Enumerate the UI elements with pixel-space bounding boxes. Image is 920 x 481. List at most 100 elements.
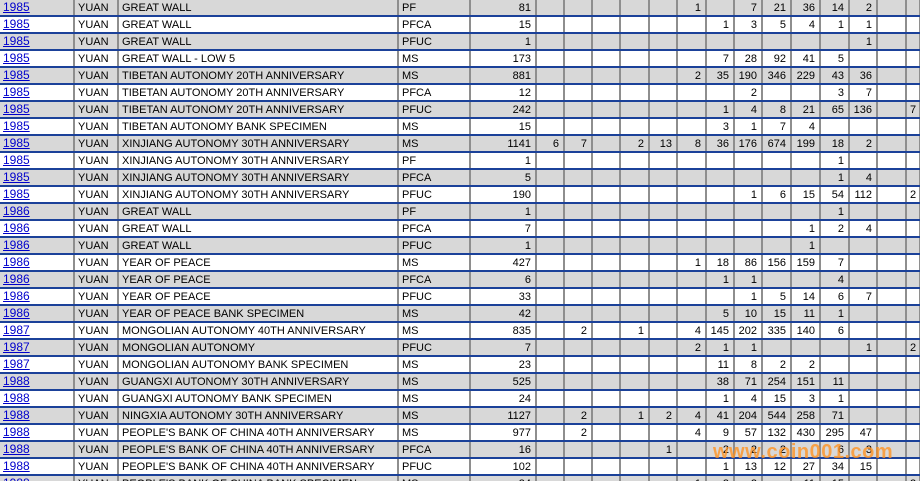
- grade-count-cell: [677, 458, 707, 476]
- grade-count-cell: [849, 203, 878, 221]
- table-row: 1985 YUAN TIBETAN AUTONOMY 20TH ANNIVERSAR…: [0, 67, 920, 85]
- grade-count-cell: [649, 220, 678, 238]
- grade-count-cell: [762, 169, 792, 187]
- grade-count-cell: [536, 288, 565, 306]
- grade-count-cell: [677, 16, 707, 34]
- grade-count-cell: [649, 254, 678, 272]
- year-link[interactable]: 1988: [3, 408, 30, 422]
- grade-count-cell: [906, 50, 920, 68]
- grade-count-cell: [592, 33, 621, 51]
- grade-count-cell: [649, 203, 678, 221]
- grade-count-cell: [620, 101, 650, 119]
- year-link[interactable]: 1985: [3, 85, 30, 99]
- year-link[interactable]: 1988: [3, 476, 30, 481]
- year-link[interactable]: 1986: [3, 306, 30, 320]
- year-link[interactable]: 1986: [3, 255, 30, 269]
- year-link[interactable]: 1985: [3, 102, 30, 116]
- year-link[interactable]: 1985: [3, 51, 30, 65]
- grade-count-cell: 2: [677, 339, 707, 357]
- grade-count-cell: [734, 33, 763, 51]
- grade-count-cell: 1: [849, 16, 878, 34]
- grade-count-cell: [564, 271, 593, 289]
- total-cell: 7: [470, 220, 537, 238]
- year-link[interactable]: 1985: [3, 34, 30, 48]
- year-link[interactable]: 1988: [3, 425, 30, 439]
- grade-count-cell: [536, 220, 565, 238]
- year-link[interactable]: 1985: [3, 0, 30, 14]
- grade-count-cell: 204: [734, 407, 763, 425]
- year-link[interactable]: 1987: [3, 323, 30, 337]
- total-cell: 427: [470, 254, 537, 272]
- grade-count-cell: [592, 373, 621, 391]
- year-link[interactable]: 1985: [3, 68, 30, 82]
- grade-count-cell: [649, 305, 678, 323]
- grade-count-cell: [906, 441, 920, 459]
- grade-count-cell: [877, 16, 907, 34]
- description-cell: GREAT WALL - LOW 5: [118, 50, 399, 68]
- grade-count-cell: [592, 288, 621, 306]
- year-link[interactable]: 1985: [3, 17, 30, 31]
- year-link[interactable]: 1986: [3, 289, 30, 303]
- grade-count-cell: 1: [706, 101, 735, 119]
- grade-count-cell: 28: [734, 50, 763, 68]
- year-link[interactable]: 1988: [3, 374, 30, 388]
- total-cell: 977: [470, 424, 537, 442]
- table-row: 1986 YUAN GREAT WALL PFCA 7 1 2 4: [0, 220, 920, 238]
- year-link[interactable]: 1985: [3, 153, 30, 167]
- year-link[interactable]: 1985: [3, 187, 30, 201]
- grade-count-cell: [620, 169, 650, 187]
- grade-type-cell: MS: [398, 254, 471, 272]
- grade-count-cell: [820, 33, 850, 51]
- grade-count-cell: [877, 33, 907, 51]
- total-cell: 81: [470, 0, 537, 17]
- grade-count-cell: [620, 186, 650, 204]
- year-link[interactable]: 1986: [3, 272, 30, 286]
- grade-count-cell: [762, 203, 792, 221]
- year-link[interactable]: 1988: [3, 442, 30, 456]
- grade-count-cell: 1: [734, 288, 763, 306]
- grade-count-cell: 71: [820, 407, 850, 425]
- grade-count-cell: 36: [791, 0, 821, 17]
- year-link[interactable]: 1986: [3, 238, 30, 252]
- grade-count-cell: [877, 407, 907, 425]
- year-link[interactable]: 1987: [3, 340, 30, 354]
- year-cell: 1986: [0, 220, 75, 238]
- grade-type-cell: MS: [398, 50, 471, 68]
- grade-count-cell: 6: [820, 441, 850, 459]
- year-link[interactable]: 1985: [3, 136, 30, 150]
- grade-type-cell: MS: [398, 67, 471, 85]
- grade-count-cell: [536, 373, 565, 391]
- total-cell: 24: [470, 390, 537, 408]
- description-cell: TIBETAN AUTONOMY BANK SPECIMEN: [118, 118, 399, 136]
- grade-type-cell: PF: [398, 0, 471, 17]
- year-cell: 1985: [0, 16, 75, 34]
- grade-count-cell: 335: [762, 322, 792, 340]
- grade-count-cell: [677, 441, 707, 459]
- year-link[interactable]: 1987: [3, 357, 30, 371]
- denomination-cell: YUAN: [74, 458, 119, 476]
- grade-count-cell: 4: [734, 101, 763, 119]
- grade-count-cell: [536, 322, 565, 340]
- grade-count-cell: 34: [820, 458, 850, 476]
- grade-count-cell: [906, 356, 920, 374]
- grade-count-cell: [536, 271, 565, 289]
- year-cell: 1987: [0, 356, 75, 374]
- denomination-cell: YUAN: [74, 67, 119, 85]
- grade-count-cell: [620, 237, 650, 255]
- grade-count-cell: [592, 101, 621, 119]
- table-row: 1988 YUAN GUANGXI AUTONOMY BANK SPECIMEN MS…: [0, 390, 920, 408]
- year-link[interactable]: 1986: [3, 204, 30, 218]
- grade-count-cell: [620, 424, 650, 442]
- year-link[interactable]: 1988: [3, 459, 30, 473]
- year-link[interactable]: 1985: [3, 119, 30, 133]
- grade-count-cell: [677, 169, 707, 187]
- grade-count-cell: [536, 186, 565, 204]
- year-link[interactable]: 1986: [3, 221, 30, 235]
- year-link[interactable]: 1985: [3, 170, 30, 184]
- year-link[interactable]: 1988: [3, 391, 30, 405]
- grade-count-cell: [849, 118, 878, 136]
- grade-count-cell: [592, 322, 621, 340]
- total-cell: 102: [470, 458, 537, 476]
- grade-count-cell: [906, 118, 920, 136]
- grade-count-cell: [677, 237, 707, 255]
